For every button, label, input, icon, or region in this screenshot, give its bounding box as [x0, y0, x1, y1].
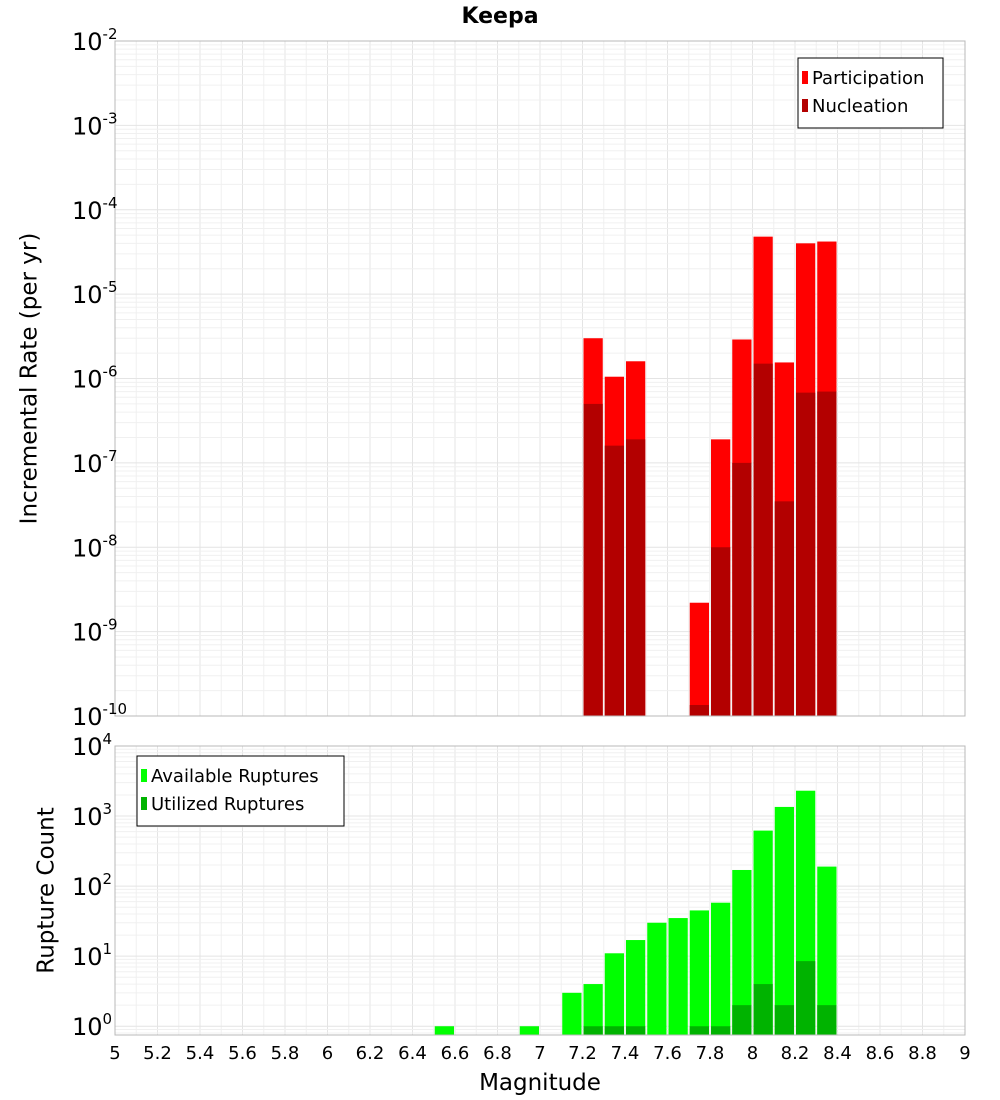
bar-nucleation [711, 547, 731, 716]
y-tick-label: 10-7 [72, 447, 118, 478]
legend-box [797, 57, 944, 129]
bar-available-ruptures [689, 910, 709, 1035]
x-tick-label: 7.8 [696, 1043, 725, 1064]
bar-available-ruptures [711, 902, 731, 1035]
legend-swatch [802, 71, 808, 84]
bar-utilized-ruptures [796, 961, 816, 1035]
count-panel: 100 101 102 103 104 Rupture Count Available … [34, 730, 971, 1096]
count-panel-bars [434, 790, 837, 1035]
y-tick-label: 10-2 [72, 25, 118, 56]
count-panel-y-ticks: 100 101 102 103 104 [72, 730, 112, 1041]
x-tick-label: 6.6 [441, 1043, 470, 1064]
x-tick-label: 5.8 [271, 1043, 300, 1064]
rate-panel-bars [583, 236, 837, 717]
x-tick-label: 6.4 [398, 1043, 427, 1064]
x-tick-label: 6.2 [356, 1043, 385, 1064]
y-tick-label: 10-5 [72, 278, 118, 309]
rate-panel-frame [114, 40, 966, 717]
bar-utilized-ruptures [711, 1026, 731, 1035]
x-tick-label: 7.6 [653, 1043, 682, 1064]
y-tick-label: 101 [72, 940, 112, 971]
x-tick-label: 8 [747, 1043, 758, 1064]
y-tick-label: 102 [72, 870, 112, 901]
bar-utilized-ruptures [732, 1005, 752, 1035]
legend-label: Participation [812, 68, 924, 89]
bar-available-ruptures [774, 806, 794, 1035]
legend-swatch [141, 797, 147, 810]
rate-panel: 10-10 10-9 10-8 10-7 10-6 10-5 10-4 10-3 10-2 In… [17, 25, 966, 731]
bar-utilized-ruptures [753, 984, 773, 1035]
y-tick-label: 104 [72, 730, 112, 761]
rate-panel-legend: Participation Nucleation [797, 57, 944, 129]
bar-available-ruptures [583, 984, 603, 1035]
x-tick-label: 8.6 [866, 1043, 895, 1064]
bar-utilized-ruptures [817, 1005, 837, 1035]
x-tick-label: 8.4 [823, 1043, 852, 1064]
y-tick-label: 10-3 [72, 109, 118, 140]
bar-utilized-ruptures [774, 1005, 794, 1035]
legend-label: Utilized Ruptures [151, 794, 304, 815]
rate-panel-y-axis-label: Incremental Rate (per yr) [17, 233, 43, 525]
x-tick-label: 5.4 [186, 1043, 215, 1064]
x-tick-label: 5 [109, 1043, 120, 1064]
bar-nucleation [774, 501, 794, 716]
x-axis-label: Magnitude [479, 1070, 601, 1096]
y-tick-label: 103 [72, 800, 112, 831]
x-tick-label: 9 [959, 1043, 970, 1064]
x-tick-label: 8.2 [781, 1043, 810, 1064]
bar-participation [689, 602, 709, 716]
y-tick-label: 10-9 [72, 616, 118, 647]
bar-nucleation [796, 392, 816, 716]
legend-label: Nucleation [812, 96, 908, 117]
x-axis-ticks: 5 5.2 5.4 5.6 5.8 6 6.2 6.4 6.6 6.8 7 7.2 7.4 7.6 7.8 8… [109, 1043, 970, 1064]
bar-available-ruptures [626, 940, 646, 1035]
y-tick-label: 10-10 [72, 700, 127, 731]
x-tick-label: 6.8 [483, 1043, 512, 1064]
legend-box [136, 755, 345, 827]
rate-panel-grid [114, 40, 966, 717]
x-tick-label: 8.8 [908, 1043, 937, 1064]
bar-utilized-ruptures [583, 1026, 603, 1035]
bar-available-ruptures [604, 953, 624, 1035]
x-tick-label: 6 [322, 1043, 333, 1064]
bar-nucleation [817, 391, 837, 716]
bar-utilized-ruptures [626, 1026, 646, 1035]
legend-label: Available Ruptures [151, 766, 319, 787]
bar-utilized-ruptures [689, 1026, 709, 1035]
x-tick-label: 7.4 [611, 1043, 640, 1064]
chart-title: Keepa [461, 4, 538, 29]
y-tick-label: 100 [72, 1010, 112, 1041]
bar-available-ruptures [519, 1026, 539, 1035]
y-tick-label: 10-4 [72, 194, 118, 225]
bar-utilized-ruptures [604, 1026, 624, 1035]
bar-available-ruptures [753, 830, 773, 1035]
x-tick-label: 7.2 [568, 1043, 597, 1064]
bar-nucleation [689, 705, 709, 716]
x-tick-label: 5.2 [143, 1043, 172, 1064]
count-panel-frame [114, 745, 966, 1036]
bar-available-ruptures [817, 866, 837, 1035]
y-tick-label: 10-6 [72, 363, 118, 394]
y-tick-label: 10-8 [72, 531, 118, 562]
x-tick-label: 7 [534, 1043, 545, 1064]
bar-nucleation [732, 462, 752, 716]
bar-nucleation [753, 363, 773, 716]
count-panel-legend: Available Ruptures Utilized Ruptures [136, 755, 345, 827]
x-tick-label: 5.6 [228, 1043, 257, 1064]
legend-swatch [141, 769, 147, 782]
count-panel-y-axis-label: Rupture Count [34, 807, 60, 973]
bar-nucleation [626, 439, 646, 716]
bar-available-ruptures [647, 922, 667, 1035]
legend-swatch [802, 99, 808, 112]
bar-nucleation [583, 403, 603, 716]
bar-available-ruptures [668, 918, 688, 1035]
bar-available-ruptures [562, 992, 582, 1035]
bar-nucleation [604, 445, 624, 716]
bar-available-ruptures [434, 1026, 454, 1035]
bar-available-ruptures [732, 869, 752, 1035]
